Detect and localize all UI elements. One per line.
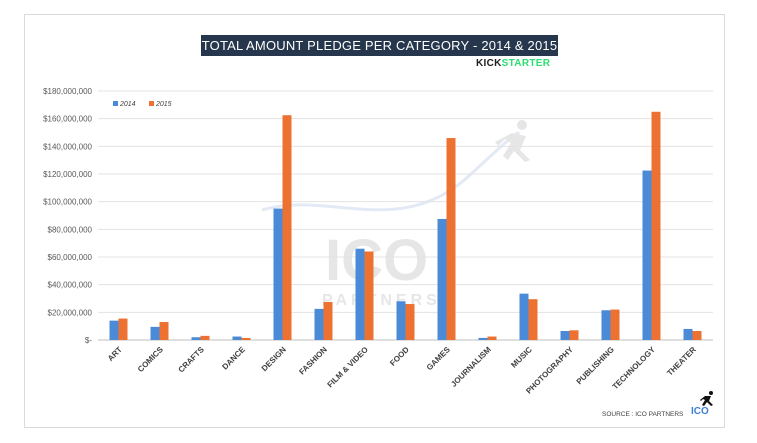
- y-tick-label: $180,000,000: [43, 87, 92, 96]
- bar-2014-comics: [150, 326, 160, 340]
- watermark-swoosh: [261, 131, 521, 212]
- bar-2015-design: [282, 115, 292, 340]
- y-tick-label: $100,000,000: [43, 198, 92, 207]
- y-tick-label: $-: [85, 336, 92, 345]
- legend-swatch-2014: [113, 101, 118, 106]
- bar-2014-dance: [232, 336, 242, 340]
- legend: 2014 2015: [113, 101, 172, 108]
- bar-2015-comics: [159, 322, 169, 340]
- x-tick-label: FOOD: [388, 345, 411, 368]
- bar-2015-technology: [651, 111, 661, 340]
- x-tick-label: DESIGN: [260, 345, 288, 373]
- bars: [109, 111, 702, 340]
- x-tick-label: THEATER: [665, 345, 698, 378]
- watermark-subtitle: PARTNERS: [322, 292, 441, 309]
- x-tick-label: DANCE: [220, 345, 247, 372]
- y-tick-label: $160,000,000: [43, 115, 92, 124]
- watermark-logo-text: ICO: [325, 228, 428, 293]
- x-tick-label: GAMES: [425, 345, 453, 373]
- y-tick-label: $60,000,000: [48, 253, 93, 262]
- bar-2014-publishing: [601, 310, 611, 340]
- chart-frame: [24, 14, 725, 428]
- bar-2015-journalism: [487, 336, 497, 340]
- bar-2014-theater: [683, 328, 693, 340]
- bar-2015-art: [118, 318, 128, 340]
- source-note: SOURCE : ICO PARTNERS: [602, 411, 684, 418]
- bar-2014-fashion: [314, 308, 324, 340]
- bar-2014-design: [273, 208, 283, 340]
- y-tick-label: $120,000,000: [43, 170, 92, 179]
- bar-2014-games: [437, 218, 447, 340]
- bar-2015-food: [405, 304, 415, 340]
- x-tick-label: CRAFTS: [177, 345, 207, 375]
- x-tick-label: FILM & VIDEO: [326, 345, 370, 389]
- x-tick-label: COMICS: [136, 345, 165, 374]
- bar-2015-film-video: [364, 251, 374, 340]
- legend-label-2015: 2015: [155, 101, 172, 108]
- runner-icon: [700, 391, 713, 406]
- bar-2015-publishing: [610, 309, 620, 340]
- bar-2015-dance: [241, 337, 251, 340]
- bar-2014-technology: [642, 170, 652, 340]
- bar-2014-food: [396, 301, 406, 340]
- watermark-runner-icon: [495, 120, 530, 162]
- ico-logo: ICO: [691, 406, 709, 417]
- bar-2014-journalism: [478, 337, 488, 340]
- x-tick-label: TECHNOLOGY: [611, 345, 658, 392]
- chart-title: TOTAL AMOUNT PLEDGE PER CATEGORY - 2014 …: [201, 35, 558, 56]
- brand-kick: KICK: [476, 58, 502, 69]
- bar-2015-theater: [692, 331, 702, 340]
- x-tick-label: JOURNALISM: [449, 345, 493, 389]
- bar-2014-photography: [560, 331, 570, 340]
- bar-2014-music: [519, 293, 529, 340]
- bar-2015-games: [446, 138, 456, 340]
- brand-starter: STARTER: [501, 58, 551, 69]
- legend-label-2014: 2014: [119, 101, 136, 108]
- kickstarter-logo: KICKSTARTER: [476, 58, 550, 69]
- y-tick-label: $40,000,000: [48, 281, 93, 290]
- bar-2014-crafts: [191, 337, 201, 340]
- y-tick-label: $80,000,000: [48, 225, 93, 234]
- x-tick-label: MUSIC: [509, 345, 534, 370]
- x-tick-label: ART: [106, 345, 124, 363]
- bar-2015-crafts: [200, 335, 210, 340]
- y-tick-label: $20,000,000: [48, 308, 93, 317]
- legend-swatch-2015: [149, 101, 154, 106]
- bar-2015-music: [528, 299, 538, 340]
- bar-2014-art: [109, 320, 119, 340]
- bar-2015-photography: [569, 330, 579, 340]
- bar-2014-film-video: [355, 248, 365, 340]
- y-tick-label: $140,000,000: [43, 142, 92, 151]
- y-axis-labels: $- $20,000,000 $40,000,000 $60,000,000 $80,0…: [43, 87, 92, 345]
- x-tick-label: PUBLISHING: [575, 345, 616, 386]
- watermark: ICO PARTNERS: [261, 120, 530, 309]
- bar-2015-fashion: [323, 301, 333, 340]
- x-tick-label: FASHION: [297, 345, 329, 377]
